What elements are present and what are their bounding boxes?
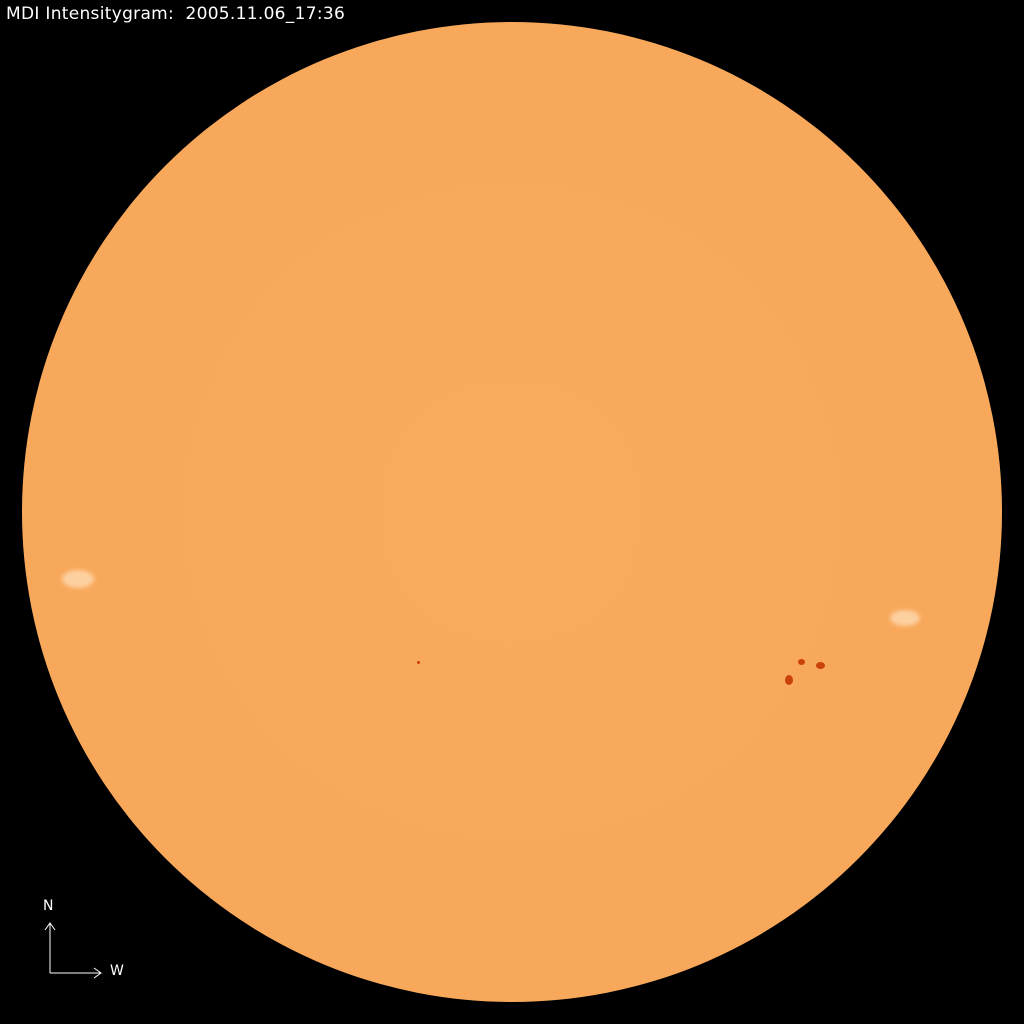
sunspot xyxy=(417,661,420,664)
image-title: MDI Intensitygram: 2005.11.06_17:36 xyxy=(6,4,346,24)
west-label: W xyxy=(110,963,124,979)
facula xyxy=(890,610,920,626)
sunspot xyxy=(816,662,825,669)
north-label: N xyxy=(43,898,54,914)
sunspot xyxy=(798,659,805,665)
facula xyxy=(62,570,94,588)
sunspot xyxy=(785,675,793,685)
solar-disk xyxy=(22,22,1002,1002)
compass-arrows-icon xyxy=(44,922,102,979)
orientation-compass: N W xyxy=(40,898,124,988)
